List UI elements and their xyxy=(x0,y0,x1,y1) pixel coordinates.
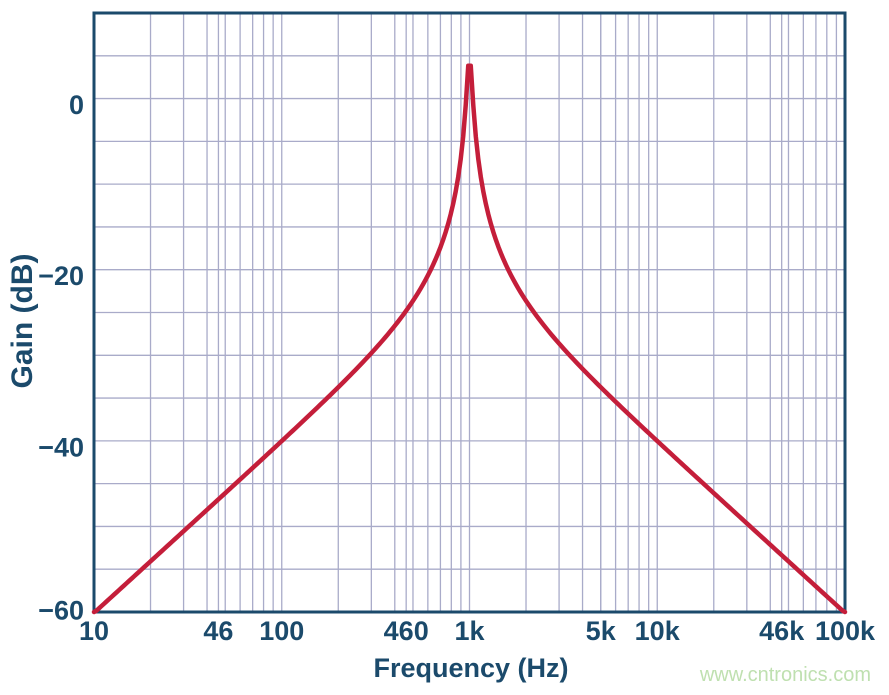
svg-text:100: 100 xyxy=(259,616,304,646)
svg-text:Gain (dB): Gain (dB) xyxy=(6,254,39,389)
svg-text:1k: 1k xyxy=(454,616,485,646)
svg-text:0: 0 xyxy=(69,90,84,120)
svg-text:−60: −60 xyxy=(38,595,84,625)
svg-text:10k: 10k xyxy=(635,616,681,646)
svg-text:46: 46 xyxy=(203,616,233,646)
svg-text:5k: 5k xyxy=(586,616,617,646)
svg-text:−20: −20 xyxy=(38,261,84,291)
svg-text:−40: −40 xyxy=(38,432,84,462)
svg-text:Frequency (Hz): Frequency (Hz) xyxy=(373,653,568,683)
svg-text:460: 460 xyxy=(384,616,429,646)
svg-text:46k: 46k xyxy=(759,616,805,646)
svg-text:www.cntronics.com: www.cntronics.com xyxy=(699,664,871,686)
svg-text:10: 10 xyxy=(79,616,109,646)
svg-text:100k: 100k xyxy=(815,616,876,646)
